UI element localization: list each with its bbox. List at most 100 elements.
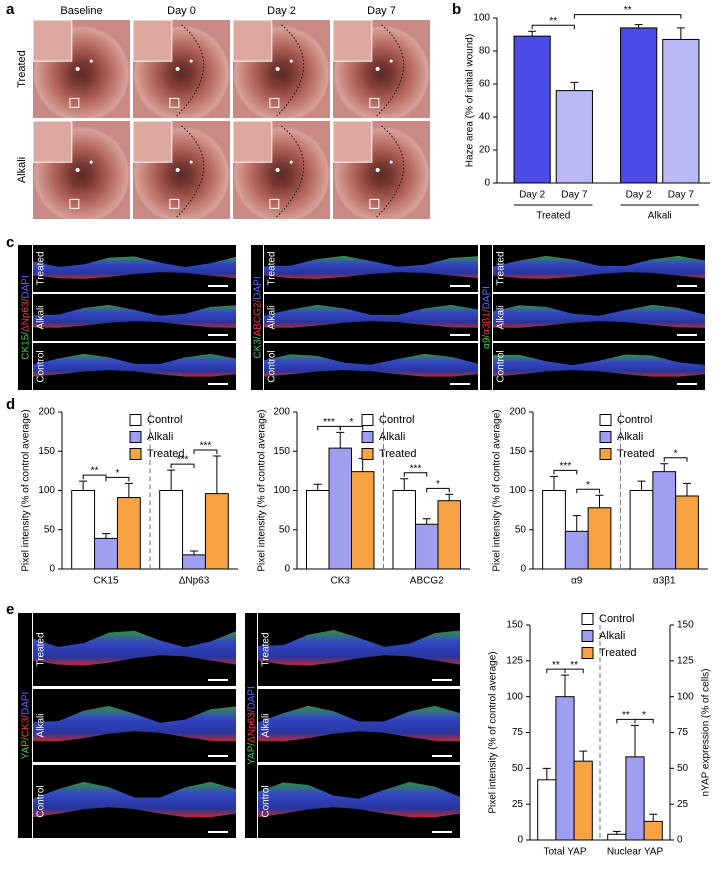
micrograph: [258, 765, 460, 838]
error-bar: [313, 483, 322, 491]
row-label: Alkali: [261, 714, 272, 738]
bar: [573, 760, 593, 841]
wound-outline: [276, 24, 305, 117]
micrograph: [258, 613, 460, 686]
y-tick-label: 100: [506, 691, 523, 702]
significance-label: ***: [323, 417, 335, 428]
micrograph: [33, 689, 236, 762]
error-bar: [102, 533, 110, 539]
stain-part: ABCG2/: [252, 299, 263, 336]
inset: [333, 121, 373, 163]
eye-photo: [233, 121, 330, 219]
x-tick-label: Day 7: [561, 190, 588, 201]
micrograph: [264, 245, 478, 292]
stain-part: YAP/: [246, 743, 257, 765]
highlight: [75, 67, 80, 71]
error-bar: [190, 550, 198, 555]
legend-swatch: [599, 431, 612, 443]
highlight: [175, 168, 180, 172]
legend-label: Control: [599, 613, 634, 625]
stain-part: ΔNp63/: [20, 298, 31, 332]
y-tick-label: 0: [484, 178, 490, 189]
error-bar: [542, 767, 551, 780]
error-bar: [660, 463, 669, 472]
x-tick-label: α3β1: [653, 576, 676, 587]
significance-label: **: [91, 466, 99, 477]
significance-bracket: [170, 463, 195, 469]
y-axis-label: Pixel intensity (% of control average): [257, 409, 268, 571]
significance-bracket: [403, 472, 428, 477]
y-tick-label: 0: [49, 564, 55, 575]
stain-bar: [480, 245, 492, 390]
highlight: [189, 160, 193, 164]
stain-label: YAP/CK3/DAPI: [20, 692, 31, 760]
error-bar: [572, 515, 581, 532]
micrograph: [33, 613, 236, 686]
micrograph: [33, 245, 236, 292]
row-label: Treated: [267, 251, 278, 285]
y-tick-label: 100: [509, 485, 526, 496]
y-tick-label: 150: [273, 446, 290, 457]
stain-label: YAP/ΔNp63/DAPI: [246, 686, 257, 765]
micrograph: [264, 294, 478, 341]
epithelium: [33, 304, 236, 328]
x-tick-label: Day 7: [668, 190, 695, 201]
epithelium: [33, 630, 236, 666]
y2-tick-label: 150: [677, 620, 694, 631]
significance-label: ***: [560, 461, 572, 472]
bar: [620, 27, 658, 184]
row-label: Treated: [16, 50, 28, 88]
significance-bracket: [105, 476, 130, 482]
significance-bracket: [426, 487, 450, 493]
row-label: Alkali: [36, 306, 47, 330]
bar: [415, 523, 439, 570]
significance-bracket: [663, 457, 688, 462]
stain-bar: [18, 245, 32, 390]
bar: [350, 471, 375, 570]
epithelium: [33, 256, 236, 279]
column-label: Baseline: [60, 5, 102, 17]
highlight: [289, 59, 293, 63]
inset: [333, 20, 373, 62]
inset: [33, 20, 73, 62]
bar: [629, 490, 654, 570]
inset: [133, 121, 173, 163]
legend-label: Alkali: [599, 630, 625, 642]
legend-swatch: [129, 431, 142, 443]
stain-part: CK15/: [20, 332, 31, 360]
y-tick-label: 60: [479, 79, 491, 90]
highlight: [289, 160, 293, 164]
x-tick-label: Total YAP: [544, 847, 587, 858]
significance-label: *: [115, 468, 119, 479]
y-tick-label: 200: [273, 407, 290, 418]
error-bar: [649, 813, 658, 822]
y-tick-label: 100: [38, 485, 55, 496]
y-axis-label: Pixel intensity (% of control average): [21, 409, 32, 571]
legend-swatch: [361, 414, 374, 426]
wound-outline: [176, 125, 205, 218]
significance-label: **: [622, 710, 630, 721]
significance-bracket: [531, 24, 575, 30]
highlight: [175, 67, 180, 71]
epithelium: [493, 255, 705, 279]
error-bar: [167, 469, 176, 491]
error-bar: [445, 493, 454, 501]
y-tick-label: 40: [479, 112, 491, 123]
y-tick-label: 50: [512, 763, 524, 774]
legend-swatch: [361, 431, 374, 443]
stain-part: CK3/: [20, 715, 31, 737]
significance-bracket: [564, 668, 584, 674]
legend-label: Treated: [617, 448, 655, 460]
stain-part: YAP/: [20, 737, 31, 759]
y-tick-label: 75: [512, 727, 524, 738]
epithelium: [258, 629, 460, 666]
stain-label: CK3/ABCG2/DAPI: [252, 276, 263, 358]
row-label: Treated: [36, 632, 47, 666]
bar: [392, 490, 417, 570]
error-bar: [579, 750, 588, 762]
significance-label: **: [624, 5, 632, 16]
highlight: [375, 67, 380, 71]
significance-label: **: [549, 16, 557, 27]
y-tick-label: 25: [512, 799, 524, 810]
error-bar: [336, 431, 345, 449]
